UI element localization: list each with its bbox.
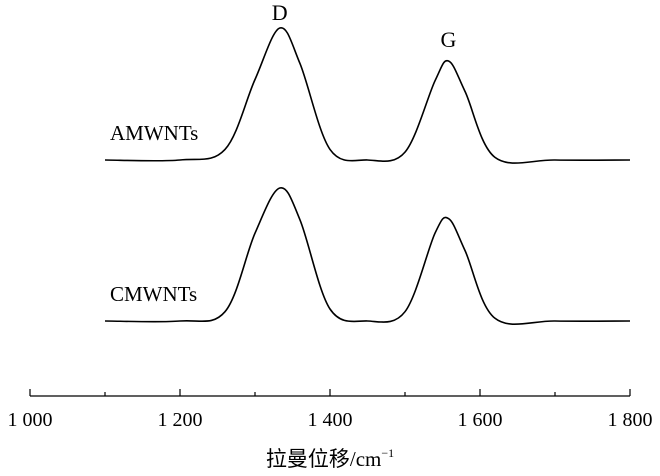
x-tick-label: 1 800 [608,409,653,431]
series-line-amwnts [104,27,631,164]
series-label-cmwnts: CMWNTs [110,282,197,306]
series-line-cmwnts [104,187,631,325]
x-tick-label: 1 400 [308,409,353,431]
x-axis-title: 拉曼位移/cm−1 [266,446,394,471]
x-axis: 1 000 1 200 1 400 1 600 1 800 拉曼位移/cm−1 [8,389,653,471]
x-axis-title-text: 拉曼位移/cm [266,447,382,471]
plot-area [104,27,631,325]
x-axis-title-superscript: −1 [381,446,394,460]
x-tick-label: 1 600 [458,409,503,431]
chart-labels: AMWNTs CMWNTs D G [110,0,457,306]
x-tick-label: 1 200 [158,409,203,431]
peak-label-d: D [272,0,288,25]
series-label-amwnts: AMWNTs [110,121,198,145]
peak-label-g: G [441,27,457,52]
x-tick-label: 1 000 [8,409,53,431]
